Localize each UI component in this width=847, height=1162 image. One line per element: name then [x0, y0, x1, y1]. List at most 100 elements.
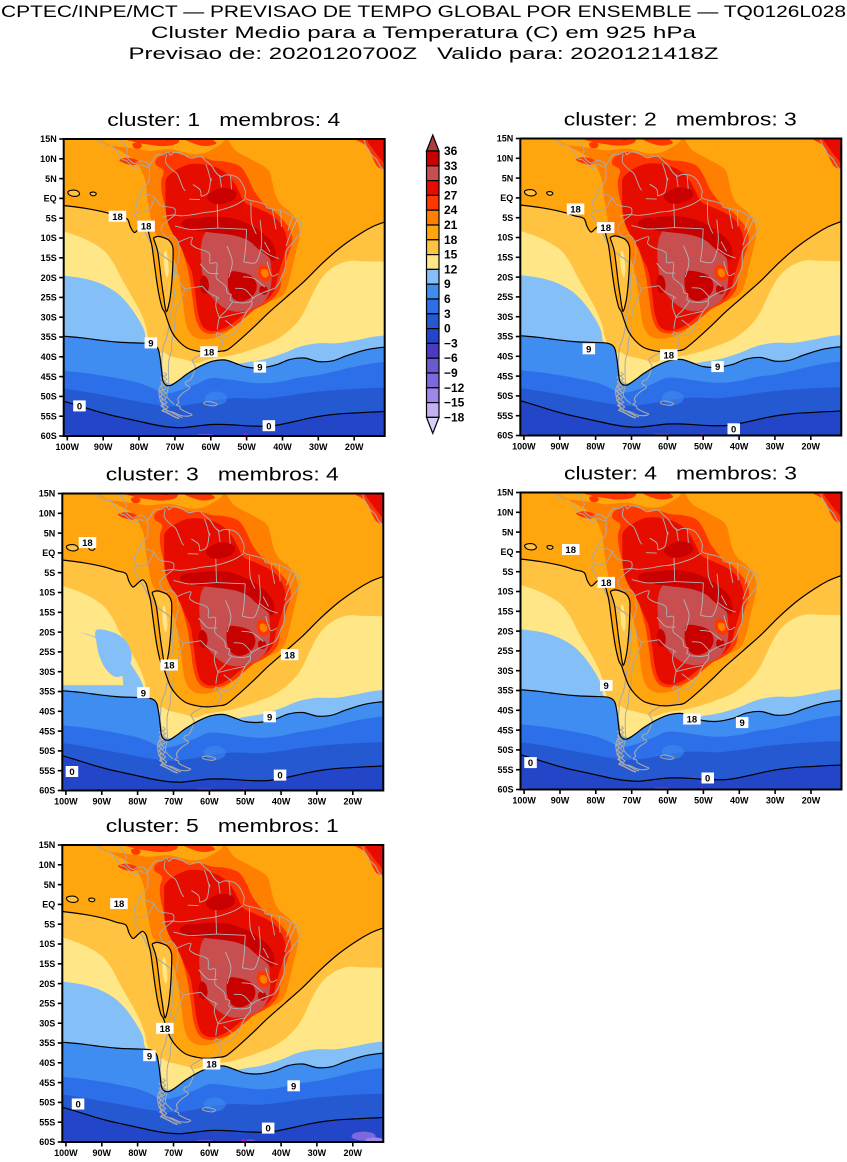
svg-text:0: 0	[69, 767, 74, 778]
svg-text:20S: 20S	[39, 627, 55, 637]
svg-text:5S: 5S	[502, 567, 513, 577]
svg-text:5S: 5S	[44, 568, 55, 578]
svg-text:30S: 30S	[497, 666, 513, 676]
svg-text:30S: 30S	[39, 667, 55, 677]
svg-text:60W: 60W	[658, 796, 677, 806]
svg-text:80W: 80W	[128, 797, 147, 807]
svg-text:0: 0	[528, 758, 533, 769]
svg-text:50W: 50W	[236, 1148, 255, 1157]
svg-text:Previsao de: 2020120700Z Val: Previsao de: 2020120700Z Valido para: 20…	[129, 45, 719, 63]
svg-text:40W: 40W	[272, 1148, 291, 1157]
svg-text:5S: 5S	[46, 213, 57, 223]
svg-text:cluster: 4 membros: 3: cluster: 4 membros: 3	[564, 464, 797, 484]
svg-text:cluster: 1 membros: 4: cluster: 1 membros: 4	[107, 110, 340, 130]
svg-text:cluster: 3 membros: 4: cluster: 3 membros: 4	[106, 465, 339, 485]
svg-text:25S: 25S	[39, 999, 55, 1009]
svg-text:−3: −3	[444, 336, 458, 350]
svg-text:27: 27	[444, 188, 458, 202]
svg-text:10S: 10S	[39, 939, 55, 949]
svg-text:40S: 40S	[497, 706, 513, 716]
svg-text:24: 24	[444, 203, 458, 217]
svg-text:60W: 60W	[658, 442, 677, 452]
svg-text:70W: 70W	[622, 796, 641, 806]
svg-text:45S: 45S	[497, 371, 513, 381]
svg-text:80W: 80W	[130, 442, 149, 452]
svg-text:18: 18	[444, 233, 458, 247]
svg-text:35S: 35S	[497, 332, 513, 342]
svg-text:35S: 35S	[39, 1038, 55, 1048]
svg-text:60W: 60W	[200, 1148, 219, 1157]
svg-text:60S: 60S	[497, 785, 513, 795]
svg-text:9: 9	[604, 681, 609, 692]
svg-text:15N: 15N	[39, 489, 56, 499]
svg-text:70W: 70W	[622, 442, 641, 452]
svg-text:−12: −12	[444, 381, 465, 395]
svg-text:6: 6	[444, 292, 451, 306]
svg-text:15S: 15S	[39, 959, 55, 969]
svg-text:10S: 10S	[497, 587, 513, 597]
svg-text:50S: 50S	[497, 391, 513, 401]
svg-text:−15: −15	[444, 396, 465, 410]
svg-text:18: 18	[141, 222, 152, 233]
svg-text:5S: 5S	[44, 919, 55, 929]
svg-text:cluster: 5 membros: 1: cluster: 5 membros: 1	[106, 816, 339, 836]
svg-text:90W: 90W	[93, 797, 112, 807]
svg-text:9: 9	[291, 1081, 296, 1092]
svg-text:90W: 90W	[93, 1148, 112, 1157]
svg-text:20S: 20S	[497, 272, 513, 282]
svg-text:100W: 100W	[54, 797, 78, 807]
svg-text:60S: 60S	[39, 1137, 55, 1147]
svg-text:40W: 40W	[273, 442, 292, 452]
svg-text:55S: 55S	[41, 411, 57, 421]
svg-text:20W: 20W	[344, 1148, 363, 1157]
svg-text:10N: 10N	[40, 154, 57, 164]
svg-text:55S: 55S	[39, 766, 55, 776]
svg-text:EQ: EQ	[44, 194, 57, 204]
svg-text:45S: 45S	[497, 725, 513, 735]
svg-text:35S: 35S	[39, 687, 55, 697]
svg-text:10S: 10S	[497, 233, 513, 243]
svg-text:80W: 80W	[586, 442, 605, 452]
svg-text:9: 9	[257, 363, 262, 374]
svg-text:0: 0	[266, 421, 271, 432]
svg-text:30W: 30W	[766, 442, 785, 452]
svg-text:30S: 30S	[41, 312, 57, 322]
svg-text:18: 18	[284, 650, 295, 661]
svg-text:40S: 40S	[39, 1058, 55, 1068]
svg-text:25S: 25S	[39, 647, 55, 657]
svg-text:15N: 15N	[39, 840, 56, 850]
svg-text:−6: −6	[444, 351, 458, 365]
svg-text:40S: 40S	[497, 352, 513, 362]
svg-text:30W: 30W	[309, 442, 328, 452]
svg-text:55S: 55S	[39, 1117, 55, 1127]
svg-text:CPTEC/INPE/MCT — PREVISAO DE T: CPTEC/INPE/MCT — PREVISAO DE TEMPO GLOBA…	[1, 3, 846, 21]
svg-text:EQ: EQ	[42, 900, 55, 910]
svg-text:5N: 5N	[502, 173, 514, 183]
svg-text:18: 18	[206, 1060, 217, 1071]
svg-text:20W: 20W	[344, 797, 363, 807]
svg-text:50W: 50W	[237, 442, 256, 452]
svg-text:−18: −18	[444, 410, 465, 424]
svg-text:20W: 20W	[802, 796, 821, 806]
svg-text:18: 18	[112, 212, 123, 223]
svg-text:18: 18	[664, 350, 675, 361]
svg-text:15S: 15S	[497, 607, 513, 617]
svg-text:45S: 45S	[41, 372, 57, 382]
svg-text:18: 18	[600, 223, 611, 234]
svg-text:35S: 35S	[41, 332, 57, 342]
svg-text:80W: 80W	[128, 1148, 147, 1157]
svg-text:10N: 10N	[497, 154, 514, 164]
svg-text:18: 18	[565, 545, 576, 556]
svg-text:18: 18	[570, 205, 581, 216]
svg-text:5S: 5S	[502, 213, 513, 223]
svg-text:0: 0	[731, 424, 736, 435]
svg-text:35S: 35S	[497, 686, 513, 696]
svg-text:20W: 20W	[802, 442, 821, 452]
svg-text:0: 0	[77, 402, 82, 413]
svg-text:30S: 30S	[497, 312, 513, 322]
svg-text:10S: 10S	[39, 588, 55, 598]
svg-text:12: 12	[444, 262, 458, 276]
svg-text:20S: 20S	[39, 979, 55, 989]
svg-text:60W: 60W	[200, 797, 219, 807]
svg-text:18: 18	[114, 899, 125, 910]
